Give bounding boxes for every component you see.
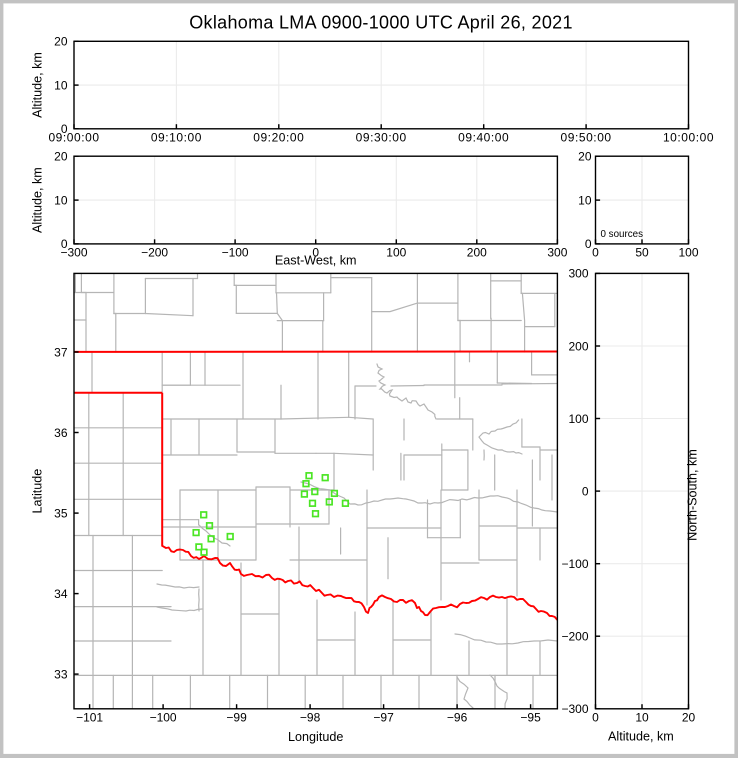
svg-text:0: 0 [592,246,599,260]
svg-text:Latitude: Latitude [31,469,45,514]
svg-text:−100: −100 [150,711,177,725]
svg-text:09:50:00: 09:50:00 [561,131,612,145]
svg-text:0: 0 [585,237,592,251]
svg-text:10: 10 [635,711,649,725]
svg-text:50: 50 [635,246,649,260]
svg-text:North-South, km: North-South, km [686,449,700,541]
svg-text:300: 300 [547,246,567,260]
svg-text:−101: −101 [76,711,103,725]
svg-text:−200: −200 [561,630,588,644]
svg-text:−98: −98 [300,711,321,725]
svg-text:Altitude, km: Altitude, km [31,52,45,118]
svg-text:100: 100 [568,412,588,426]
svg-text:35: 35 [54,506,68,520]
svg-text:33: 33 [54,667,68,681]
svg-text:10: 10 [54,78,68,92]
svg-text:20: 20 [54,150,68,164]
svg-text:20: 20 [578,150,592,164]
svg-text:10: 10 [54,193,68,207]
svg-text:0: 0 [592,711,599,725]
svg-text:Oklahoma LMA 0900-1000 UTC Apr: Oklahoma LMA 0900-1000 UTC April 26, 202… [189,13,573,33]
svg-text:Longitude: Longitude [288,730,343,744]
svg-text:−200: −200 [141,246,168,260]
svg-text:20: 20 [682,711,696,725]
svg-text:100: 100 [678,246,698,260]
svg-text:09:00:00: 09:00:00 [48,131,99,145]
svg-text:−100: −100 [222,246,249,260]
svg-text:34: 34 [54,587,68,601]
svg-text:100: 100 [386,246,406,260]
svg-text:East-West, km: East-West, km [275,253,357,267]
svg-text:−95: −95 [520,711,541,725]
svg-text:09:40:00: 09:40:00 [458,131,509,145]
svg-text:200: 200 [568,339,588,353]
svg-text:Altitude, km: Altitude, km [608,730,674,744]
svg-text:10: 10 [578,193,592,207]
svg-text:09:10:00: 09:10:00 [151,131,202,145]
svg-text:37: 37 [54,345,68,359]
svg-text:20: 20 [54,35,68,49]
svg-text:0 sources: 0 sources [601,229,644,240]
svg-text:10:00:00: 10:00:00 [663,131,714,145]
svg-text:09:30:00: 09:30:00 [356,131,407,145]
svg-text:0: 0 [61,122,68,136]
svg-text:0: 0 [61,237,68,251]
svg-text:300: 300 [568,267,588,281]
svg-text:−300: −300 [561,702,588,716]
svg-text:0: 0 [582,484,589,498]
svg-text:Altitude, km: Altitude, km [31,167,45,233]
svg-text:200: 200 [467,246,487,260]
svg-text:−97: −97 [373,711,394,725]
svg-text:36: 36 [54,426,68,440]
svg-text:−99: −99 [226,711,247,725]
svg-text:09:20:00: 09:20:00 [253,131,304,145]
svg-text:−100: −100 [561,557,588,571]
svg-text:−96: −96 [447,711,468,725]
